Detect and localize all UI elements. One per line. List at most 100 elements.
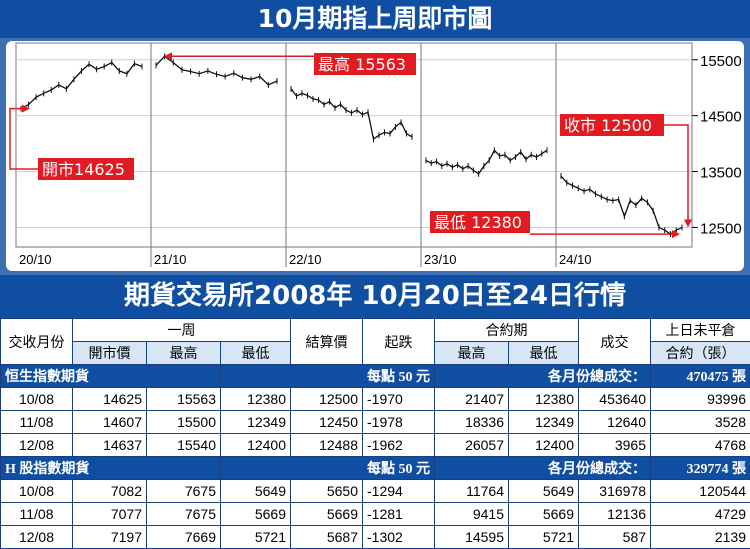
- table-cell: 12/08: [1, 526, 73, 549]
- table-cell: 12400: [509, 434, 579, 457]
- table-cell: 15500: [147, 411, 221, 434]
- table-cell: 120544: [651, 480, 750, 503]
- table-cell: 5721: [509, 526, 579, 549]
- table-cell: 18336: [435, 411, 509, 434]
- table-cell: 5650: [291, 480, 363, 503]
- table-cell: 15540: [147, 434, 221, 457]
- table-cell: 7082: [73, 480, 147, 503]
- x-tick-label: 24/10: [559, 252, 592, 267]
- section-total-value: 470475 張: [651, 365, 750, 388]
- table-cell: 12349: [509, 411, 579, 434]
- table-cell: -1294: [363, 480, 435, 503]
- table-cell: 2139: [651, 526, 750, 549]
- section-total-value: 329774 張: [651, 457, 750, 480]
- table-cell: 10/08: [1, 480, 73, 503]
- header-open-interest-unit: 合約（張）: [651, 342, 750, 365]
- open-annotation-label: 開市14625: [42, 160, 125, 179]
- table-cell: -1281: [363, 503, 435, 526]
- section-name: 恒生指數期貨: [1, 365, 221, 388]
- header-low: 最低: [221, 342, 291, 365]
- section-unit: 每點 50 元: [221, 365, 435, 388]
- table-cell: 7077: [73, 503, 147, 526]
- header-contract-low: 最低: [509, 342, 579, 365]
- high-annotation-label: 最高 15563: [318, 55, 406, 74]
- y-tick-label: 14500: [700, 109, 742, 126]
- table-cell: 12380: [221, 388, 291, 411]
- table-cell: 11/08: [1, 411, 73, 434]
- section-unit: 每點 50 元: [221, 457, 435, 480]
- table-cell: 15563: [147, 388, 221, 411]
- table-cell: 10/08: [1, 388, 73, 411]
- x-tick-label: 22/10: [289, 252, 322, 267]
- table-cell: -1962: [363, 434, 435, 457]
- header-high: 最高: [147, 342, 221, 365]
- table-cell: 7675: [147, 480, 221, 503]
- table-cell: 4768: [651, 434, 750, 457]
- y-tick-label: 12500: [700, 220, 742, 237]
- section-row: 恒生指數期貨每點 50 元各月份總成交：470475 張: [1, 365, 750, 388]
- table-cell: 7197: [73, 526, 147, 549]
- y-tick-label: 15500: [700, 53, 742, 70]
- header-open: 開市價: [73, 342, 147, 365]
- section-row: H 股指數期貨每點 50 元各月份總成交：329774 張: [1, 457, 750, 480]
- table-cell: 11/08: [1, 503, 73, 526]
- chart-title: 10月期指上周即市圖: [0, 0, 750, 38]
- table-cell: 12488: [291, 434, 363, 457]
- header-contract: 合約期: [435, 319, 579, 342]
- table-cell: 12136: [579, 503, 651, 526]
- table-cell: 12380: [509, 388, 579, 411]
- table-cell: 5721: [221, 526, 291, 549]
- table-cell: 12500: [291, 388, 363, 411]
- table-cell: -1970: [363, 388, 435, 411]
- table-cell: 21407: [435, 388, 509, 411]
- table-cell: -1302: [363, 526, 435, 549]
- table-cell: 5649: [221, 480, 291, 503]
- table-cell: 453640: [579, 388, 651, 411]
- table-cell: 3965: [579, 434, 651, 457]
- table-cell: 5669: [509, 503, 579, 526]
- table-cell: 7675: [147, 503, 221, 526]
- table-cell: 12450: [291, 411, 363, 434]
- header-week: 一周: [73, 319, 291, 342]
- close-annotation-label: 收市 12500: [564, 116, 652, 135]
- table-cell: 5687: [291, 526, 363, 549]
- header-settle: 結算價: [291, 319, 363, 365]
- section-name: H 股指數期貨: [1, 457, 221, 480]
- table-cell: 12/08: [1, 434, 73, 457]
- table-cell: 4729: [651, 503, 750, 526]
- header-contract-high: 最高: [435, 342, 509, 365]
- table-cell: 5669: [291, 503, 363, 526]
- table-cell: 14595: [435, 526, 509, 549]
- table-cell: 14637: [73, 434, 147, 457]
- table-cell: 26057: [435, 434, 509, 457]
- section-total-label: 各月份總成交：: [435, 457, 651, 480]
- header-change: 起跌: [363, 319, 435, 365]
- table-cell: 587: [579, 526, 651, 549]
- table-cell: 12400: [221, 434, 291, 457]
- table-cell: 9415: [435, 503, 509, 526]
- table-cell: 5649: [509, 480, 579, 503]
- table-cell: -1978: [363, 411, 435, 434]
- x-tick-label: 21/10: [154, 252, 187, 267]
- table-cell: 3528: [651, 411, 750, 434]
- header-month: 交收月份: [1, 319, 73, 365]
- table-title: 期貨交易所2008年 10月20日至24日行情: [0, 275, 750, 318]
- table-cell: 11764: [435, 480, 509, 503]
- x-tick-label: 20/10: [19, 252, 52, 267]
- table-cell: 12349: [221, 411, 291, 434]
- table-cell: 316978: [579, 480, 651, 503]
- header-volume: 成交: [579, 319, 651, 365]
- table-cell: 7669: [147, 526, 221, 549]
- x-tick-label: 23/10: [424, 252, 457, 267]
- low-annotation-label: 最低 12380: [434, 213, 522, 232]
- table-cell: 14607: [73, 411, 147, 434]
- table-cell: 93996: [651, 388, 750, 411]
